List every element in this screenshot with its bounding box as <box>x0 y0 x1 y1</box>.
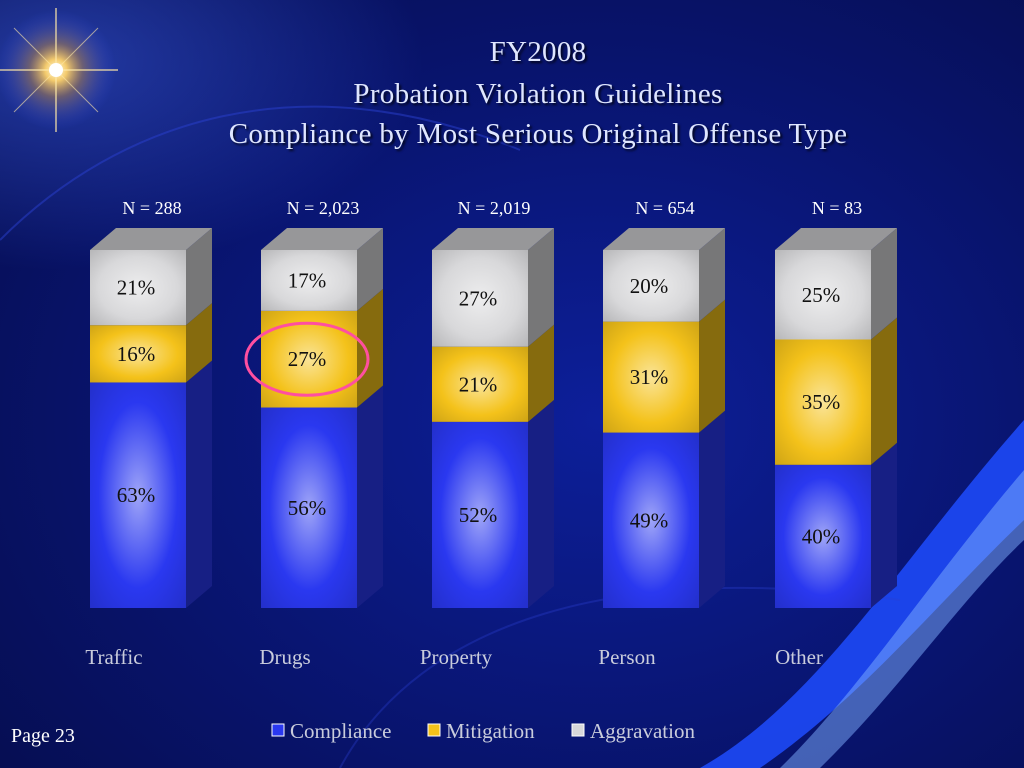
bar-segment-compliance <box>775 464 871 608</box>
legend-swatch-compliance <box>271 723 285 737</box>
bar-segment-aggravation <box>261 250 357 311</box>
n-label: N = 2,019 <box>458 198 531 218</box>
bar-side-compliance <box>528 399 554 608</box>
n-label: N = 288 <box>122 198 181 218</box>
data-label-mitigation: 16% <box>117 342 156 366</box>
data-label-mitigation: 21% <box>459 372 498 396</box>
bar-side-aggravation <box>357 228 383 311</box>
category-label: Property <box>420 645 493 669</box>
data-label-compliance: 49% <box>630 508 669 532</box>
bar-side-aggravation <box>871 228 897 340</box>
bar-side-compliance <box>357 385 383 608</box>
bar-side-compliance <box>871 442 897 608</box>
data-label-mitigation: 27% <box>288 347 327 371</box>
bar-side-mitigation <box>357 288 383 408</box>
bar-side-aggravation <box>186 228 212 326</box>
category-label: Traffic <box>85 645 142 669</box>
data-label-aggravation: 20% <box>630 274 669 298</box>
bar-segment-compliance <box>603 432 699 608</box>
bar-side-mitigation <box>186 303 212 383</box>
starburst-icon <box>0 8 118 132</box>
bar-segment-mitigation <box>603 321 699 433</box>
bar-segment-aggravation <box>90 250 186 326</box>
data-label-aggravation: 21% <box>117 276 156 300</box>
n-label: N = 2,023 <box>287 198 360 218</box>
data-label-aggravation: 25% <box>802 283 841 307</box>
highlight-circle <box>244 321 370 397</box>
legend-swatch-mitigation <box>427 723 441 737</box>
data-label-aggravation: 17% <box>288 268 327 292</box>
bar-segment-mitigation <box>90 325 186 383</box>
data-label-compliance: 52% <box>459 503 498 527</box>
bar-side-mitigation <box>871 317 897 465</box>
bar-side-mitigation <box>528 324 554 422</box>
title-line-1: FY2008 <box>489 36 587 68</box>
data-label-mitigation: 31% <box>630 365 669 389</box>
bar-segment-aggravation <box>603 250 699 322</box>
legend-swatch-aggravation <box>571 723 585 737</box>
legend-label: Mitigation <box>446 719 535 743</box>
bar-side-compliance <box>699 410 725 608</box>
bar-segment-compliance <box>261 407 357 608</box>
category-label: Drugs <box>259 645 310 669</box>
bar-segment-mitigation <box>432 346 528 422</box>
bar-segment-aggravation <box>432 250 528 347</box>
data-label-compliance: 40% <box>802 524 841 548</box>
bar-segment-aggravation <box>775 250 871 340</box>
bar-segment-compliance <box>90 382 186 608</box>
legend-item: Compliance <box>271 719 391 743</box>
data-label-aggravation: 27% <box>459 286 498 310</box>
bar-side-aggravation <box>528 228 554 347</box>
legend-item: Aggravation <box>571 719 695 743</box>
n-label: N = 654 <box>635 198 694 218</box>
bar-segment-mitigation <box>775 339 871 465</box>
legend-label: Aggravation <box>590 719 695 743</box>
bar-top-aggravation <box>432 228 554 250</box>
data-label-compliance: 56% <box>288 496 327 520</box>
data-label-compliance: 63% <box>117 483 156 507</box>
n-label: N = 83 <box>812 198 862 218</box>
title-line-2: Probation Violation Guidelines <box>353 78 723 110</box>
title-line-3: Compliance by Most Serious Original Offe… <box>228 118 848 150</box>
legend-label: Compliance <box>290 719 391 743</box>
bar-side-mitigation <box>699 299 725 433</box>
page-number: Page 23 <box>11 725 75 747</box>
bar-top-aggravation <box>603 228 725 250</box>
category-label: Other <box>775 645 823 669</box>
legend-item: Mitigation <box>427 719 535 743</box>
bar-top-aggravation <box>90 228 212 250</box>
bar-segment-compliance <box>432 421 528 608</box>
bar-side-aggravation <box>699 228 725 322</box>
category-label: Person <box>598 645 656 669</box>
bar-top-aggravation <box>775 228 897 250</box>
bar-side-compliance <box>186 360 212 608</box>
bar-top-aggravation <box>261 228 383 250</box>
data-label-mitigation: 35% <box>802 390 841 414</box>
